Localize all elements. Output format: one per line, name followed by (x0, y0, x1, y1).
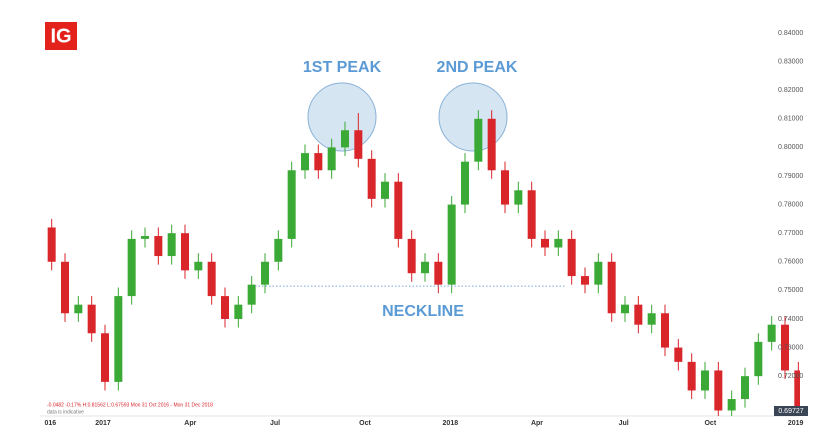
candle-body (261, 261, 269, 285)
candle-body (621, 304, 629, 314)
y-tick-label: 0.84000 (778, 30, 803, 37)
candle-body (74, 304, 83, 314)
x-tick-label: Oct (704, 420, 716, 427)
candle-body (714, 370, 723, 411)
x-tick-label: Apr (184, 420, 196, 427)
candle-body (567, 238, 576, 277)
x-tick-label: Jul (619, 420, 629, 427)
last-price: 0.69727 (778, 408, 803, 415)
y-tick-label: 0.82000 (778, 87, 803, 94)
annotation: 2ND PEAK (437, 59, 518, 76)
candle-body (247, 284, 256, 305)
candle-body (701, 370, 709, 391)
candle-body (594, 261, 603, 285)
y-tick-label: 0.78000 (778, 201, 803, 208)
x-tick-label: Jul (270, 420, 280, 427)
candle-body (87, 304, 96, 334)
candle-body (234, 304, 243, 319)
candle-body (514, 190, 523, 205)
candle-body (367, 158, 376, 199)
candle-body (327, 147, 336, 171)
candle-body (314, 153, 323, 171)
candle-body (674, 347, 683, 362)
info-text: -0.0482 -0.17% H:0.81562 L:0.67593 Mon 3… (47, 402, 213, 408)
candle-body (287, 170, 296, 239)
info-note: data is indicative (47, 409, 84, 415)
candle-body (501, 170, 509, 205)
y-tick-label: 0.74000 (778, 316, 803, 323)
candle-body (581, 276, 589, 285)
y-tick-label: 0.75000 (778, 287, 803, 294)
candle-body (154, 236, 163, 257)
candle-body (687, 361, 696, 391)
candle-body (527, 190, 536, 239)
candles (47, 110, 800, 416)
candle-body (167, 233, 176, 257)
candle-body (127, 238, 136, 297)
candle-body (341, 130, 349, 148)
logo-box (45, 22, 77, 50)
candle-body (394, 181, 403, 239)
candle-body (114, 296, 123, 382)
candle-body (474, 118, 483, 162)
logo: IG (50, 25, 71, 47)
candle-body (61, 261, 69, 314)
candle-body (647, 313, 656, 325)
candle-body (221, 296, 229, 319)
y-tick-label: 0.79000 (778, 173, 803, 180)
candle-body (727, 399, 736, 411)
y-tick-label: 0.73000 (778, 344, 803, 351)
candle-body (301, 153, 309, 171)
candle-body (407, 238, 416, 274)
candle-body (141, 236, 149, 239)
neckline-label: NECKLINE (382, 303, 464, 320)
candle-body (101, 333, 109, 382)
candle-body (47, 227, 56, 262)
x-tick-label: 2018 (443, 420, 459, 427)
candle-body (754, 341, 763, 377)
x-tick-label: 2017 (95, 420, 111, 427)
candle-body (434, 261, 443, 285)
candle-body (461, 161, 469, 205)
candle-body (207, 261, 216, 297)
annotation: 1ST PEAK (303, 59, 382, 76)
candle-body (767, 324, 776, 342)
y-tick-label: 0.83000 (778, 58, 803, 65)
candle-body (487, 118, 496, 171)
candle-body (541, 238, 549, 248)
candle-body (741, 376, 749, 400)
y-tick-label: 0.77000 (778, 230, 803, 237)
candle-body (794, 370, 800, 416)
x-tick-label: Oct (359, 420, 371, 427)
candle-body (194, 261, 203, 271)
candle-body (274, 238, 283, 262)
candle-body (607, 261, 616, 314)
x-tick-label: Apr (531, 420, 543, 427)
candle-body (634, 304, 643, 325)
candle-body (381, 181, 389, 199)
y-tick-label: 0.76000 (778, 259, 803, 266)
x-tick-label: 2019 (788, 420, 804, 427)
candle-body (181, 233, 189, 271)
peak-circle (438, 82, 508, 152)
y-tick-label: 0.80000 (778, 144, 803, 151)
candle-body (447, 204, 456, 285)
candle-body (554, 238, 563, 248)
last-price-box (774, 406, 808, 416)
x-tick-label: 016 (44, 420, 56, 427)
candle-body (781, 324, 789, 371)
candle-body (354, 130, 363, 159)
y-tick-label: 0.72000 (778, 373, 803, 380)
candle-body (421, 261, 429, 274)
candle-body (661, 313, 669, 348)
y-tick-label: 0.81000 (778, 116, 803, 123)
